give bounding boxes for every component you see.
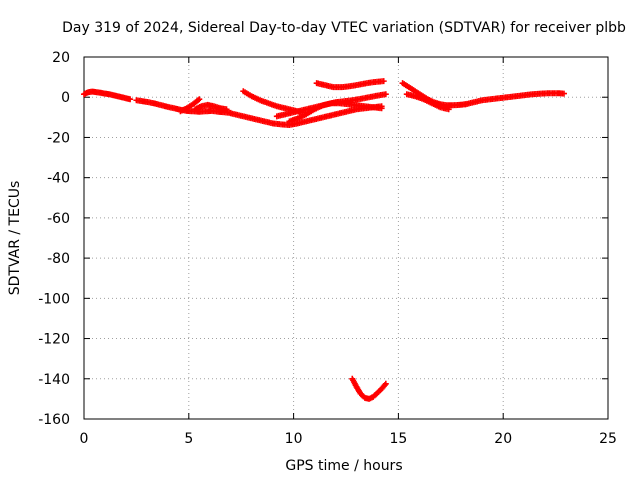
y-tick-label: -160: [38, 412, 70, 428]
series-arc-wave-6h: [192, 101, 230, 113]
series-arc-outlier-13h: [349, 375, 389, 402]
series-arc-evening-18-23h: [462, 90, 567, 108]
y-tick-label: -80: [47, 251, 70, 267]
data-point: [380, 78, 387, 85]
x-tick-label: 5: [184, 431, 193, 447]
series-arc-afternoon-lower: [403, 91, 452, 113]
series-arc-wave-10-14h: [286, 100, 385, 125]
data-point: [560, 90, 567, 97]
series-arc-early-morning: [81, 88, 134, 103]
data-point: [382, 91, 389, 98]
data-point: [445, 106, 452, 113]
tick-layer: 0 5 10 15 20 25 20 0 -20 -40 -60 -80 -100 -120 -140 -16…: [38, 50, 617, 447]
y-tick-label: 20: [52, 50, 70, 66]
data-point: [382, 380, 389, 387]
y-tick-label: -140: [38, 372, 70, 388]
chart-title: Day 319 of 2024, Sidereal Day-to-day VTE…: [62, 20, 626, 36]
x-tick-label: 25: [599, 431, 617, 447]
y-tick-label: -120: [38, 332, 70, 348]
y-tick-label: -40: [47, 171, 70, 187]
y-axis-label: SDTVAR / TECUs: [7, 181, 23, 296]
series-arc-trough-7-10h: [227, 103, 385, 128]
data-point: [223, 106, 230, 113]
y-tick-label: 0: [61, 90, 70, 106]
x-tick-label: 0: [80, 431, 89, 447]
plot-frame: [83, 56, 609, 420]
x-axis-label: GPS time / hours: [285, 458, 402, 474]
x-tick-label: 20: [494, 431, 512, 447]
y-tick-label: -100: [38, 291, 70, 307]
grid-layer: [84, 57, 608, 419]
y-tick-label: -60: [47, 211, 70, 227]
data-point: [378, 105, 385, 112]
marks-layer: [81, 78, 567, 402]
series-arc-upper-11-14h: [313, 78, 387, 91]
data-point: [196, 96, 203, 103]
series-arc-descent: [133, 97, 234, 116]
y-tick-label: -20: [47, 130, 70, 146]
data-point: [127, 96, 134, 103]
x-tick-label: 15: [389, 431, 407, 447]
x-tick-label: 10: [285, 431, 303, 447]
series-arc-bump-5h: [177, 96, 203, 115]
